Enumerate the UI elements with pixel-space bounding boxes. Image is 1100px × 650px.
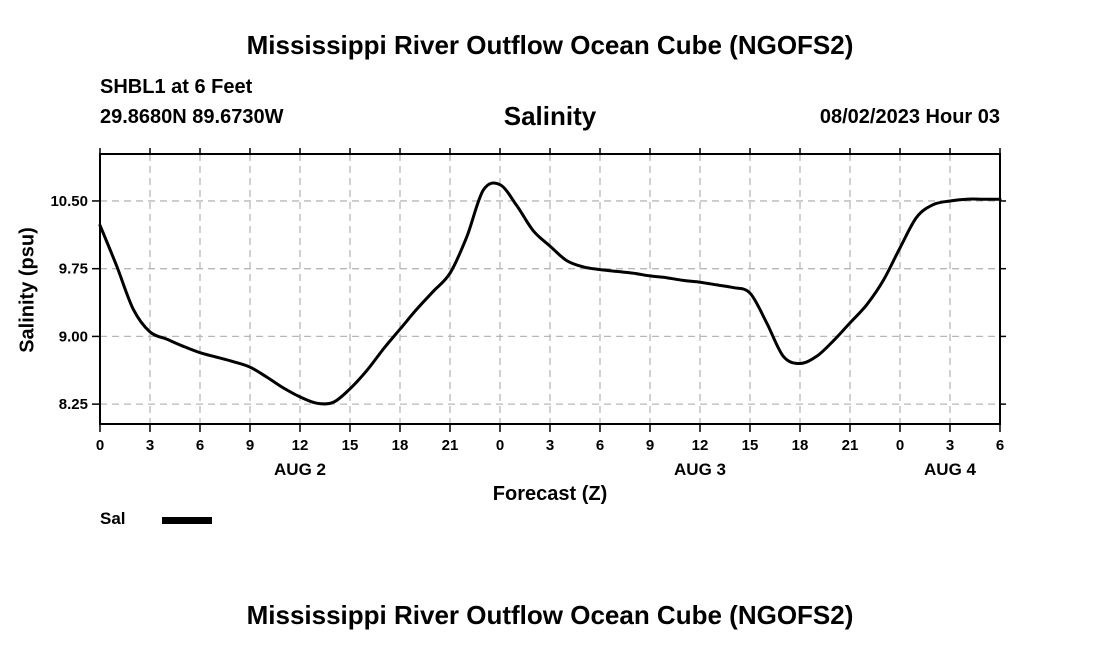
x-axis-label: Forecast (Z) [493,483,607,505]
x-tick-label: 0 [96,437,104,454]
x-tick-label: 18 [792,437,809,454]
y-tick-label: 10.50 [50,193,88,210]
forecast-datetime: 08/02/2023 Hour 03 [819,106,1000,128]
station-coordinates: 29.8680N 89.6730W [100,106,284,128]
date-label: AUG 3 [674,460,726,479]
legend-line-swatch [162,517,212,524]
y-tick-label: 8.25 [59,396,88,413]
x-tick-label: 15 [342,437,359,454]
footer-title: Mississippi River Outflow Ocean Cube (NG… [246,600,854,630]
x-tick-label: 3 [946,437,954,454]
x-axis-ticks: 0 3 6 9 12 15 18 21 0 3 6 9 12 15 18 21 0 3 6 [96,148,1004,454]
series-group [98,181,1002,406]
chart-title: Mississippi River Outflow Ocean Cube (NG… [246,30,854,60]
x-tick-label: 6 [196,437,204,454]
x-tick-label: 21 [842,437,859,454]
x-tick-label: 9 [646,437,654,454]
x-tick-label: 0 [896,437,904,454]
date-label: AUG 4 [924,460,977,479]
x-tick-label: 12 [292,437,309,454]
x-tick-label: 12 [692,437,709,454]
date-label: AUG 2 [274,460,326,479]
x-tick-label: 21 [442,437,459,454]
y-axis-ticks: 8.25 9.00 9.75 10.50 [50,193,1006,413]
x-tick-label: 3 [546,437,554,454]
x-tick-label: 3 [146,437,154,454]
y-tick-label: 9.00 [59,328,88,345]
x-axis-date-labels: AUG 2 AUG 3 AUG 4 [274,460,977,479]
x-tick-label: 18 [392,437,409,454]
station-label: SHBL1 at 6 Feet [100,76,253,98]
y-tick-label: 9.75 [59,261,88,278]
chart-subtitle: Salinity [503,101,597,131]
series-line-sal [98,181,1002,406]
x-tick-label: 6 [596,437,604,454]
x-tick-label: 0 [496,437,504,454]
x-tick-label: 15 [742,437,759,454]
legend-label: Sal [100,509,126,528]
x-tick-label: 9 [246,437,254,454]
chart-grid [100,154,1000,424]
x-tick-label: 6 [996,437,1004,454]
